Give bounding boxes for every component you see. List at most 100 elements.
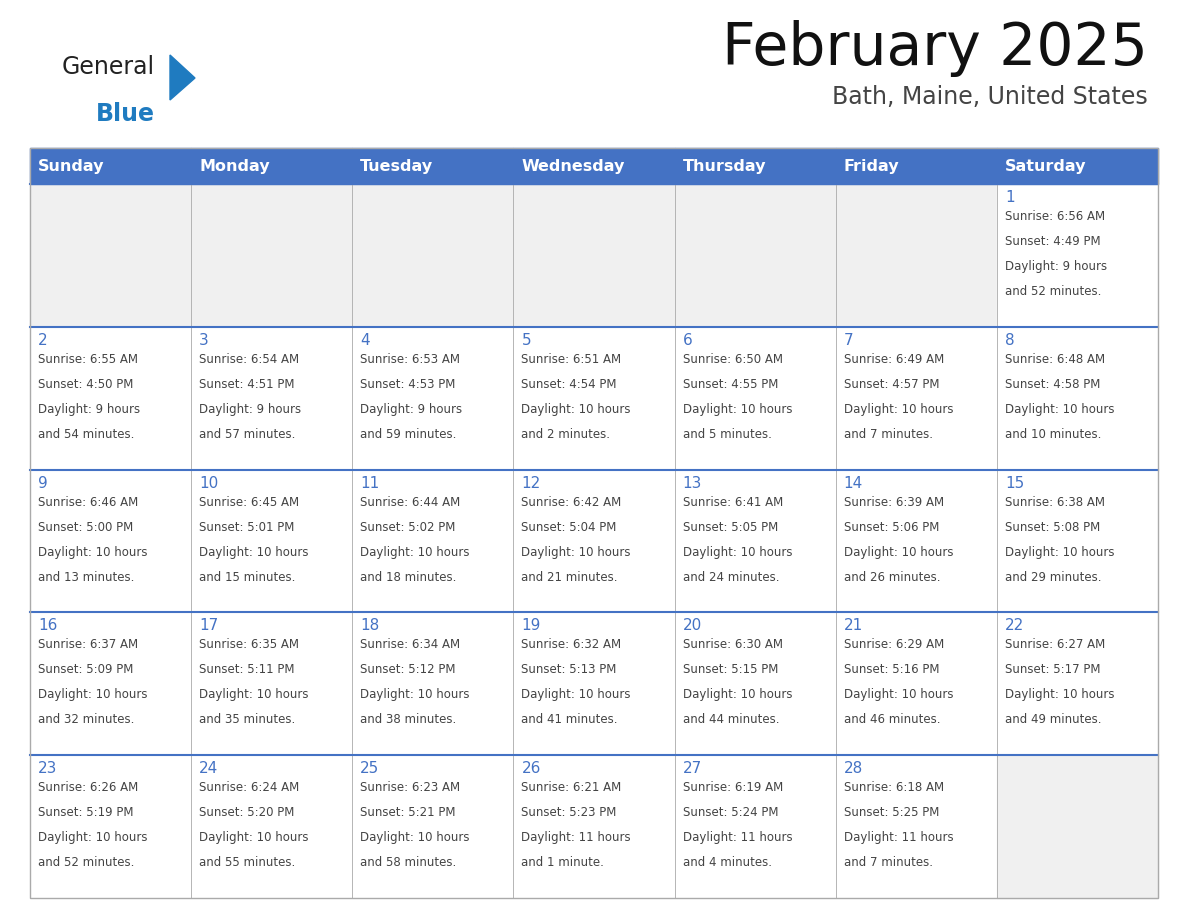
- Text: Sunset: 5:21 PM: Sunset: 5:21 PM: [360, 806, 456, 819]
- Text: Sunset: 5:15 PM: Sunset: 5:15 PM: [683, 664, 778, 677]
- Text: General: General: [62, 55, 156, 79]
- Text: Daylight: 10 hours: Daylight: 10 hours: [360, 688, 469, 701]
- Text: 25: 25: [360, 761, 379, 777]
- Text: Daylight: 10 hours: Daylight: 10 hours: [843, 403, 953, 416]
- Text: Daylight: 9 hours: Daylight: 9 hours: [360, 403, 462, 416]
- Bar: [835, 148, 997, 184]
- Bar: [835, 756, 997, 898]
- Text: Sunrise: 6:35 AM: Sunrise: 6:35 AM: [200, 638, 299, 652]
- Bar: [353, 470, 513, 612]
- Text: Sunrise: 6:48 AM: Sunrise: 6:48 AM: [1005, 353, 1105, 365]
- Text: Daylight: 10 hours: Daylight: 10 hours: [1005, 545, 1114, 558]
- Text: Sunrise: 6:41 AM: Sunrise: 6:41 AM: [683, 496, 783, 509]
- Text: and 7 minutes.: and 7 minutes.: [843, 428, 933, 441]
- Text: Daylight: 10 hours: Daylight: 10 hours: [683, 545, 792, 558]
- Polygon shape: [170, 55, 195, 100]
- Bar: [30, 148, 191, 184]
- Text: 3: 3: [200, 333, 209, 348]
- Text: Daylight: 10 hours: Daylight: 10 hours: [38, 831, 147, 845]
- Text: Daylight: 10 hours: Daylight: 10 hours: [360, 545, 469, 558]
- Text: Sunset: 5:09 PM: Sunset: 5:09 PM: [38, 664, 133, 677]
- Text: Daylight: 10 hours: Daylight: 10 hours: [683, 688, 792, 701]
- Text: and 59 minutes.: and 59 minutes.: [360, 428, 456, 441]
- Text: and 44 minutes.: and 44 minutes.: [683, 713, 779, 726]
- Text: and 7 minutes.: and 7 minutes.: [843, 856, 933, 869]
- Text: Sunset: 5:02 PM: Sunset: 5:02 PM: [360, 521, 456, 533]
- Bar: [513, 612, 675, 756]
- Bar: [513, 327, 675, 470]
- Text: Sunset: 5:04 PM: Sunset: 5:04 PM: [522, 521, 617, 533]
- Text: Daylight: 10 hours: Daylight: 10 hours: [360, 831, 469, 845]
- Bar: [191, 327, 353, 470]
- Text: and 54 minutes.: and 54 minutes.: [38, 428, 134, 441]
- Text: Sunrise: 6:54 AM: Sunrise: 6:54 AM: [200, 353, 299, 365]
- Bar: [191, 470, 353, 612]
- Text: 6: 6: [683, 333, 693, 348]
- Bar: [30, 756, 191, 898]
- Text: 20: 20: [683, 619, 702, 633]
- Text: and 58 minutes.: and 58 minutes.: [360, 856, 456, 869]
- Bar: [997, 327, 1158, 470]
- Bar: [675, 612, 835, 756]
- Text: Sunrise: 6:44 AM: Sunrise: 6:44 AM: [360, 496, 461, 509]
- Text: Daylight: 10 hours: Daylight: 10 hours: [843, 545, 953, 558]
- Text: Sunset: 5:05 PM: Sunset: 5:05 PM: [683, 521, 778, 533]
- Text: Sunrise: 6:37 AM: Sunrise: 6:37 AM: [38, 638, 138, 652]
- Text: Sunrise: 6:45 AM: Sunrise: 6:45 AM: [200, 496, 299, 509]
- Bar: [30, 612, 191, 756]
- Text: Monday: Monday: [200, 159, 270, 174]
- Text: and 55 minutes.: and 55 minutes.: [200, 856, 296, 869]
- Text: Daylight: 10 hours: Daylight: 10 hours: [683, 403, 792, 416]
- Text: 15: 15: [1005, 476, 1024, 490]
- Text: Sunset: 5:25 PM: Sunset: 5:25 PM: [843, 806, 939, 819]
- Text: and 49 minutes.: and 49 minutes.: [1005, 713, 1101, 726]
- Text: Sunrise: 6:18 AM: Sunrise: 6:18 AM: [843, 781, 943, 794]
- Text: Sunrise: 6:49 AM: Sunrise: 6:49 AM: [843, 353, 944, 365]
- Text: Daylight: 10 hours: Daylight: 10 hours: [38, 688, 147, 701]
- Text: Sunrise: 6:56 AM: Sunrise: 6:56 AM: [1005, 210, 1105, 223]
- Text: and 13 minutes.: and 13 minutes.: [38, 571, 134, 584]
- Text: 22: 22: [1005, 619, 1024, 633]
- Text: 26: 26: [522, 761, 541, 777]
- Text: Sunset: 5:00 PM: Sunset: 5:00 PM: [38, 521, 133, 533]
- Bar: [30, 327, 191, 470]
- Text: Sunrise: 6:27 AM: Sunrise: 6:27 AM: [1005, 638, 1105, 652]
- Text: and 18 minutes.: and 18 minutes.: [360, 571, 456, 584]
- Text: 4: 4: [360, 333, 369, 348]
- Text: 12: 12: [522, 476, 541, 490]
- Bar: [353, 327, 513, 470]
- Bar: [997, 470, 1158, 612]
- Text: 13: 13: [683, 476, 702, 490]
- Text: Sunrise: 6:26 AM: Sunrise: 6:26 AM: [38, 781, 138, 794]
- Text: Sunrise: 6:32 AM: Sunrise: 6:32 AM: [522, 638, 621, 652]
- Text: Daylight: 9 hours: Daylight: 9 hours: [38, 403, 140, 416]
- Text: Sunrise: 6:34 AM: Sunrise: 6:34 AM: [360, 638, 461, 652]
- Bar: [997, 756, 1158, 898]
- Text: Sunset: 5:16 PM: Sunset: 5:16 PM: [843, 664, 940, 677]
- Text: Daylight: 11 hours: Daylight: 11 hours: [843, 831, 953, 845]
- Text: Sunset: 5:06 PM: Sunset: 5:06 PM: [843, 521, 939, 533]
- Text: Sunset: 5:23 PM: Sunset: 5:23 PM: [522, 806, 617, 819]
- Text: Blue: Blue: [96, 102, 154, 126]
- Text: Sunset: 4:49 PM: Sunset: 4:49 PM: [1005, 235, 1100, 248]
- Text: Daylight: 9 hours: Daylight: 9 hours: [200, 403, 302, 416]
- Text: Sunset: 5:19 PM: Sunset: 5:19 PM: [38, 806, 133, 819]
- Text: and 10 minutes.: and 10 minutes.: [1005, 428, 1101, 441]
- Text: and 26 minutes.: and 26 minutes.: [843, 571, 940, 584]
- Text: 21: 21: [843, 619, 862, 633]
- Text: 24: 24: [200, 761, 219, 777]
- Text: 19: 19: [522, 619, 541, 633]
- Text: Sunset: 4:55 PM: Sunset: 4:55 PM: [683, 378, 778, 391]
- Text: Sunset: 4:51 PM: Sunset: 4:51 PM: [200, 378, 295, 391]
- Text: Daylight: 10 hours: Daylight: 10 hours: [843, 688, 953, 701]
- Text: 11: 11: [360, 476, 379, 490]
- Text: Sunset: 4:58 PM: Sunset: 4:58 PM: [1005, 378, 1100, 391]
- Text: Daylight: 10 hours: Daylight: 10 hours: [1005, 403, 1114, 416]
- Bar: [191, 756, 353, 898]
- Text: Sunrise: 6:50 AM: Sunrise: 6:50 AM: [683, 353, 783, 365]
- Text: Sunrise: 6:55 AM: Sunrise: 6:55 AM: [38, 353, 138, 365]
- Text: and 4 minutes.: and 4 minutes.: [683, 856, 771, 869]
- Text: Daylight: 10 hours: Daylight: 10 hours: [200, 688, 309, 701]
- Text: 14: 14: [843, 476, 862, 490]
- Text: Daylight: 10 hours: Daylight: 10 hours: [522, 403, 631, 416]
